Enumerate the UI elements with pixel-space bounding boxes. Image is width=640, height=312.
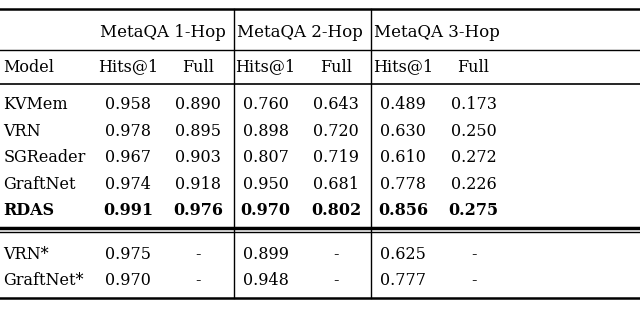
Text: 0.970: 0.970 [105, 272, 151, 289]
Text: 0.489: 0.489 [380, 96, 426, 113]
Text: -: - [196, 272, 201, 289]
Text: 0.976: 0.976 [173, 202, 223, 219]
Text: 0.967: 0.967 [105, 149, 151, 166]
Text: 0.272: 0.272 [451, 149, 497, 166]
Text: 0.950: 0.950 [243, 176, 289, 193]
Text: 0.991: 0.991 [103, 202, 153, 219]
Text: GraftNet*: GraftNet* [3, 272, 84, 289]
Text: Hits@1: Hits@1 [98, 59, 158, 76]
Text: 0.681: 0.681 [313, 176, 359, 193]
Text: Full: Full [320, 59, 352, 76]
Text: 0.173: 0.173 [451, 96, 497, 113]
Text: 0.898: 0.898 [243, 123, 289, 139]
Text: SGReader: SGReader [3, 149, 86, 166]
Text: 0.777: 0.777 [380, 272, 426, 289]
Text: Model: Model [3, 59, 54, 76]
Text: -: - [196, 246, 201, 263]
Text: 0.918: 0.918 [175, 176, 221, 193]
Text: 0.978: 0.978 [105, 123, 151, 139]
Text: 0.625: 0.625 [380, 246, 426, 263]
Text: 0.630: 0.630 [380, 123, 426, 139]
Text: MetaQA 3-Hop: MetaQA 3-Hop [374, 24, 499, 41]
Text: MetaQA 1-Hop: MetaQA 1-Hop [100, 24, 226, 41]
Text: GraftNet: GraftNet [3, 176, 76, 193]
Text: Hits@1: Hits@1 [373, 59, 433, 76]
Text: 0.275: 0.275 [449, 202, 499, 219]
Text: Hits@1: Hits@1 [236, 59, 296, 76]
Text: RDAS: RDAS [3, 202, 54, 219]
Text: VRN: VRN [3, 123, 41, 139]
Text: Full: Full [182, 59, 214, 76]
Text: KVMem: KVMem [3, 96, 68, 113]
Text: -: - [333, 246, 339, 263]
Text: VRN*: VRN* [3, 246, 49, 263]
Text: 0.720: 0.720 [313, 123, 359, 139]
Text: 0.899: 0.899 [243, 246, 289, 263]
Text: 0.890: 0.890 [175, 96, 221, 113]
Text: 0.802: 0.802 [311, 202, 361, 219]
Text: 0.807: 0.807 [243, 149, 289, 166]
Text: 0.903: 0.903 [175, 149, 221, 166]
Text: -: - [333, 272, 339, 289]
Text: 0.760: 0.760 [243, 96, 289, 113]
Text: MetaQA 2-Hop: MetaQA 2-Hop [237, 24, 362, 41]
Text: 0.610: 0.610 [380, 149, 426, 166]
Text: -: - [471, 272, 476, 289]
Text: 0.226: 0.226 [451, 176, 497, 193]
Text: 0.895: 0.895 [175, 123, 221, 139]
Text: 0.958: 0.958 [105, 96, 151, 113]
Text: 0.719: 0.719 [313, 149, 359, 166]
Text: Full: Full [458, 59, 490, 76]
Text: 0.778: 0.778 [380, 176, 426, 193]
Text: 0.643: 0.643 [313, 96, 359, 113]
Text: -: - [471, 246, 476, 263]
Text: 0.250: 0.250 [451, 123, 497, 139]
Text: 0.970: 0.970 [241, 202, 291, 219]
Text: 0.856: 0.856 [378, 202, 428, 219]
Text: 0.974: 0.974 [105, 176, 151, 193]
Text: 0.975: 0.975 [105, 246, 151, 263]
Text: 0.948: 0.948 [243, 272, 289, 289]
